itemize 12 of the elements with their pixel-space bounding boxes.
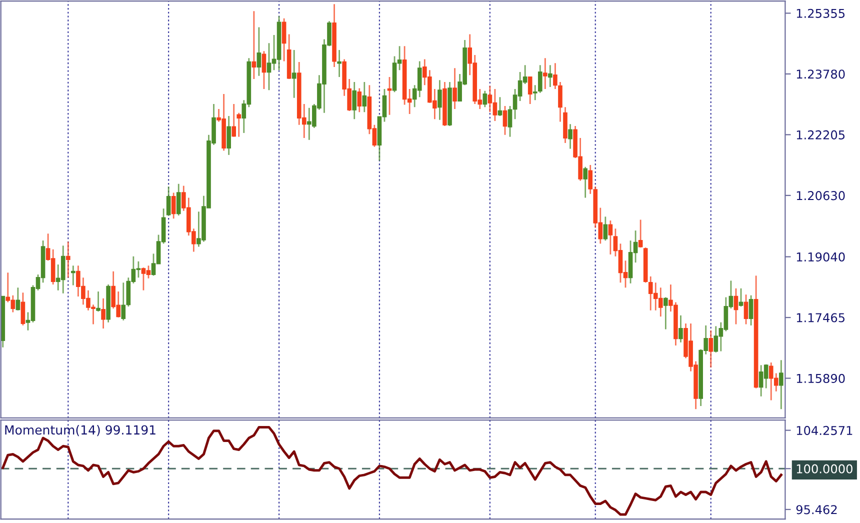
y-tick-label: 1.15890 [796, 374, 845, 384]
chart-title: Momentum(14) 99.1191 [5, 424, 156, 436]
y-tick-label: 1.20630 [796, 191, 845, 200]
y-tick-label: 1.17465 [796, 313, 845, 322]
y-tick-label: 1.23780 [796, 70, 845, 79]
y-tick-label: 1.19040 [796, 252, 845, 262]
y-tick-label: 1.25355 [796, 8, 845, 18]
y-tick-label: 95.462 [796, 505, 837, 514]
line-series [2, 426, 782, 516]
y-tick-label: 1.22205 [796, 130, 845, 140]
y-tick-label: 104.2571 [796, 426, 852, 436]
y-tick-label: 100.0000 [796, 464, 852, 474]
